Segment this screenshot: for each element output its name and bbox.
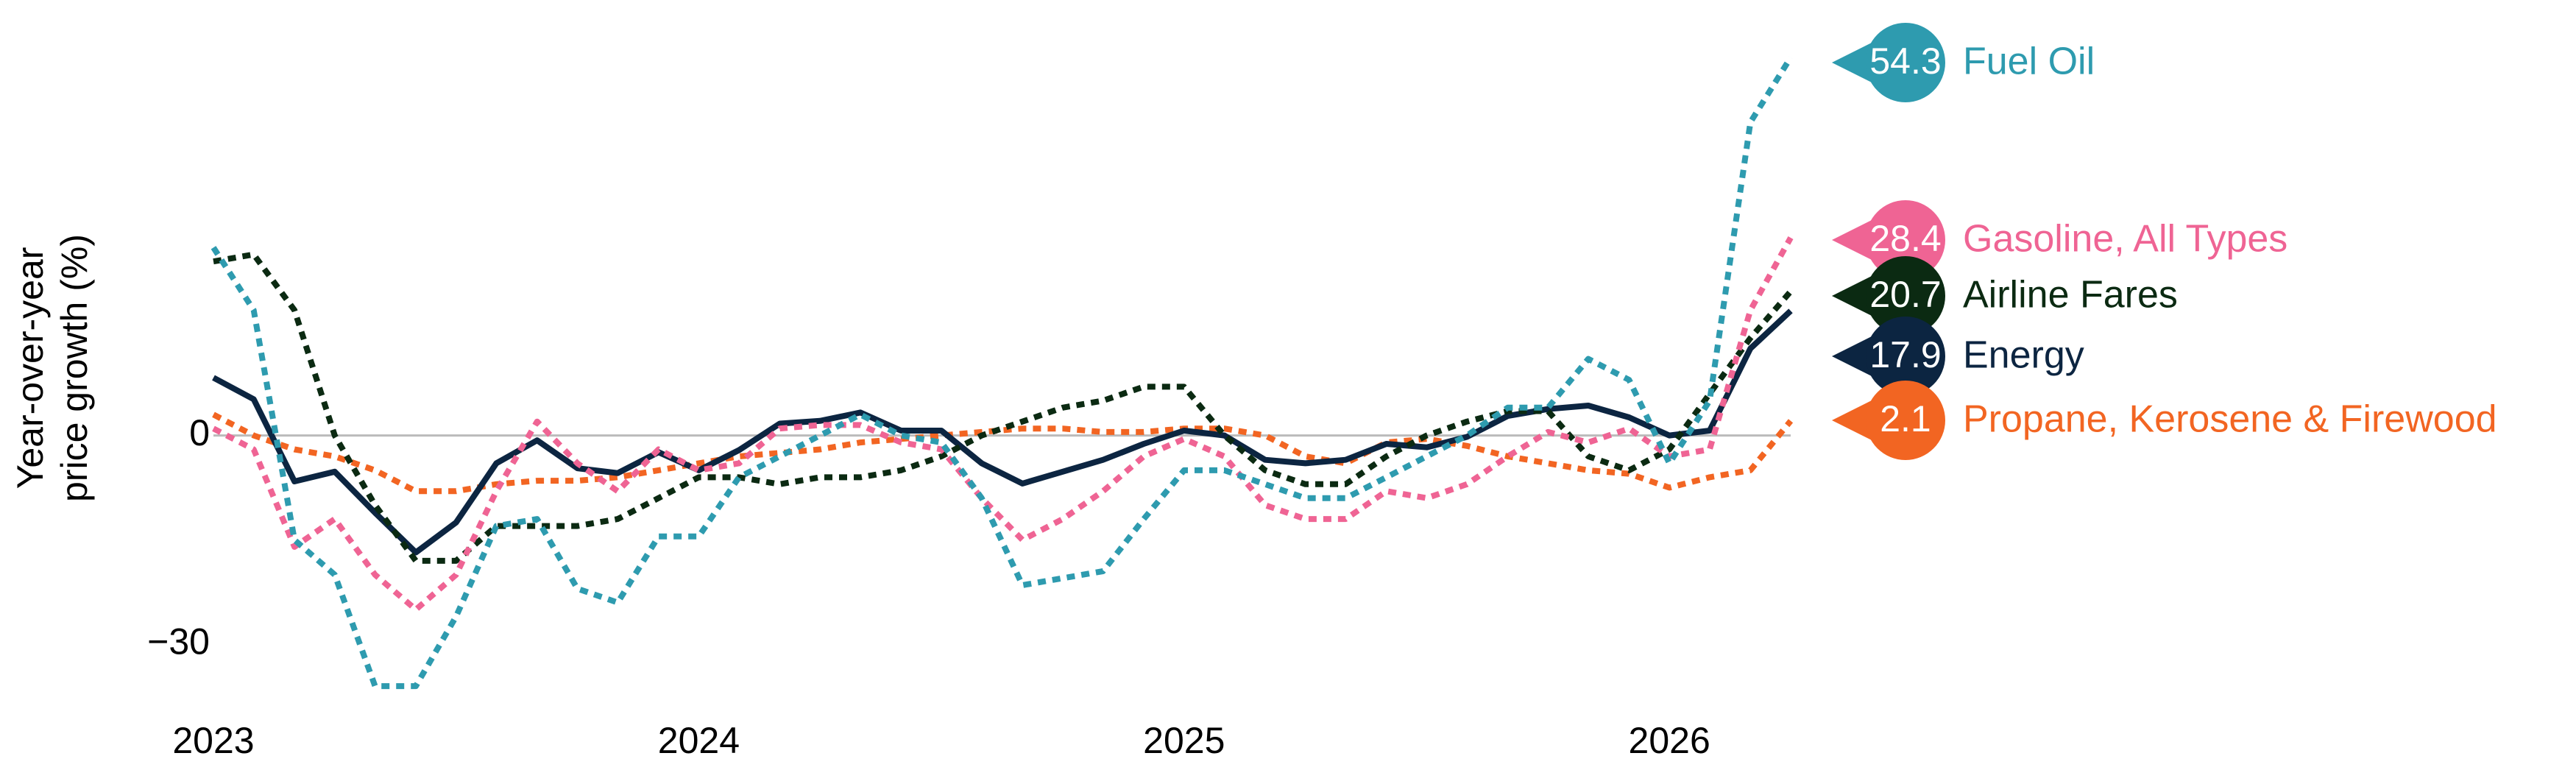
- end-value-label: 54.3: [1869, 40, 1941, 82]
- end-label: 28.4 Gasoline, All Types: [1832, 200, 2287, 280]
- x-tick-label: 2024: [658, 720, 740, 761]
- x-tick-label: 2023: [172, 720, 254, 761]
- x-tick-label: 2025: [1143, 720, 1225, 761]
- series-line: [210, 55, 1794, 690]
- y-tick-label: 0: [189, 412, 210, 453]
- series-line: [212, 411, 1794, 495]
- label-marker: [1866, 23, 1945, 102]
- y-tick-label: −30: [147, 621, 210, 662]
- legend-label: Gasoline, All Types: [1963, 218, 2287, 261]
- end-value-label: 17.9: [1869, 334, 1941, 375]
- x-tick-label: 2026: [1629, 720, 1710, 761]
- legend-label: Propane, Kerosene & Firewood: [1963, 398, 2497, 441]
- label-marker: [1866, 317, 1945, 396]
- end-value-label: 28.4: [1869, 218, 1941, 259]
- series-line: [212, 236, 1794, 613]
- legend-label: Airline Fares: [1963, 274, 2178, 317]
- series-line: [212, 308, 1793, 556]
- y-axis-label: Year-over-yearprice growth (%): [10, 234, 95, 502]
- label-marker: [1866, 256, 1945, 336]
- label-marker: [1866, 200, 1945, 280]
- end-label: 54.3 Fuel Oil: [1832, 23, 2095, 102]
- end-label: 17.9 Energy: [1832, 317, 2084, 396]
- series-line: [213, 251, 1794, 564]
- end-value-label: 20.7: [1869, 274, 1941, 315]
- label-marker: [1866, 381, 1945, 460]
- end-label: 2.1 Propane, Kerosene & Firewood: [1832, 381, 2497, 460]
- legend-label: Fuel Oil: [1963, 40, 2095, 83]
- legend-label: Energy: [1963, 334, 2084, 377]
- end-label: 20.7 Airline Fares: [1832, 256, 2178, 336]
- end-value-label: 2.1: [1880, 398, 1931, 439]
